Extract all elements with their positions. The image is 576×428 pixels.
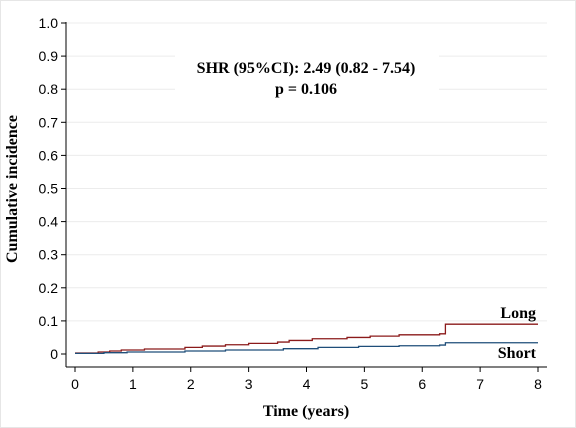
y-tick-label: 0.1: [39, 313, 59, 329]
annotation-shr: SHR (95%CI): 2.49 (0.82 - 7.54): [197, 60, 416, 77]
y-tick-label: 0.4: [39, 214, 59, 230]
x-tick-label: 4: [303, 376, 311, 392]
y-tick-label: 0.7: [39, 114, 59, 130]
axes: 0 0.1 0.2 0.3 0.4 0.5 0.6 0.7 0.8 0.9 1.0 0 1 2 3 4 5 6 7 8: [39, 15, 547, 392]
annotation-p-value: p = 0.106: [275, 81, 337, 98]
annotation-group: SHR (95%CI): 2.49 (0.82 - 7.54) p = 0.10…: [175, 52, 439, 102]
x-tick-label: 7: [476, 376, 484, 392]
annotation-background: [175, 52, 439, 102]
y-tick-label: 0: [50, 346, 58, 362]
y-tick-label: 0.5: [39, 181, 59, 197]
x-axis-title: Time (years): [263, 403, 349, 420]
x-tick-label: 0: [71, 376, 79, 392]
series-line-long: [75, 323, 538, 354]
x-tick-label: 5: [360, 376, 368, 392]
series-label-short: Short: [498, 345, 537, 362]
y-axis-title: Cumulative incidence: [4, 115, 21, 263]
y-tick-label: 0.9: [39, 48, 59, 64]
y-tick-label: 1.0: [39, 15, 59, 31]
series-lines: [75, 323, 538, 354]
y-tick-label: 0.8: [39, 81, 59, 97]
series-line-short: [75, 342, 538, 354]
series-label-long: Long: [500, 305, 536, 322]
y-tick-label: 0.2: [39, 280, 59, 296]
y-tick-label: 0.3: [39, 247, 59, 263]
y-tick-label: 0.6: [39, 147, 59, 163]
x-tick-label: 2: [187, 376, 195, 392]
x-tick-label: 3: [245, 376, 253, 392]
x-tick-label: 1: [129, 376, 137, 392]
x-tick-label: 6: [418, 376, 426, 392]
x-tick-label: 8: [534, 376, 542, 392]
